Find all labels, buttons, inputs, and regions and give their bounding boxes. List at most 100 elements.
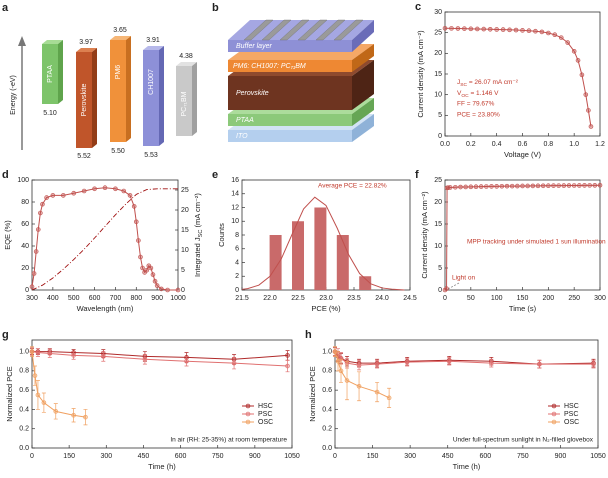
x-tick-label: 300	[26, 295, 38, 302]
bar	[314, 207, 327, 290]
error-bar	[447, 357, 452, 366]
bar-side	[58, 40, 63, 104]
data-point	[556, 183, 561, 188]
layer-name: PTAA	[236, 117, 254, 124]
data-point	[546, 30, 551, 36]
x-axis-title: PCE (%)	[311, 304, 341, 313]
data-point	[44, 195, 49, 200]
data-point	[83, 414, 88, 420]
layer-name: ITO	[236, 133, 248, 140]
arrow-head	[18, 36, 26, 46]
error-bar	[71, 351, 76, 360]
energy-bar	[176, 66, 192, 136]
x-tick-label: 800	[130, 295, 142, 302]
error-bar	[375, 359, 380, 369]
panel-letter: h	[305, 329, 312, 341]
error-bar	[41, 392, 46, 413]
x-tick-label: 300	[404, 453, 416, 460]
data-point	[444, 286, 449, 291]
y-tick-label: 60	[21, 221, 29, 228]
data-point	[577, 183, 582, 188]
x-tick-label: 0	[30, 453, 34, 460]
plot-frame	[31, 179, 179, 291]
y2-axis-title-part: (mA cm⁻²)	[193, 193, 202, 230]
data-point	[551, 183, 556, 188]
level-label: 3.97	[79, 39, 93, 46]
layer-name: Perovskite	[81, 84, 88, 117]
legend-label: PSC	[258, 411, 272, 418]
error-bar	[591, 359, 596, 369]
data-point	[374, 389, 380, 395]
data-point	[33, 249, 39, 254]
data-point	[38, 210, 43, 216]
energy-bar	[110, 40, 126, 142]
data-point	[586, 108, 591, 113]
x-axis-title: Time (h)	[148, 462, 176, 471]
annotation: FF = 79.67%	[457, 101, 495, 108]
data-point	[535, 183, 541, 189]
level-label: 5.10	[43, 110, 57, 117]
data-point	[338, 368, 344, 374]
y-tick-label: 4	[235, 259, 239, 266]
y-tick-label: 0.6	[322, 387, 332, 394]
energy-diagram: a Energy (-eV) PTAA 5.10 Perovskite 3.97…	[2, 2, 197, 160]
data-point	[35, 350, 41, 355]
data-point	[60, 193, 66, 198]
x-tick-label: 0	[443, 295, 447, 302]
error-bar	[83, 409, 88, 426]
data-point	[356, 383, 362, 389]
bar	[336, 235, 349, 290]
error-bar	[53, 403, 58, 420]
data-point	[458, 184, 463, 190]
annotation-part: V	[457, 90, 462, 97]
error-bar	[345, 360, 350, 401]
x-tick-label: 500	[68, 295, 80, 302]
error-bar	[375, 382, 380, 403]
y2-axis-title: Integrated JSC (mA cm⁻²)	[193, 193, 205, 277]
data-point	[81, 188, 87, 194]
x-tick-label: 300	[594, 295, 606, 302]
annotation-part: J	[457, 79, 460, 86]
x-tick-label: 0.6	[518, 141, 528, 148]
x-tick-label: 150	[367, 453, 379, 460]
data-point	[127, 193, 133, 198]
data-point	[35, 392, 41, 398]
data-point	[533, 28, 538, 34]
x-tick-label: 24.5	[403, 295, 417, 302]
y-axis-title: Current density (mA cm⁻²)	[420, 191, 429, 279]
data-point	[449, 26, 454, 31]
data-point	[386, 395, 392, 401]
data-point	[489, 184, 494, 189]
bar-top	[143, 46, 164, 50]
data-point	[453, 184, 458, 190]
device-stack: b ITO PTAA Perovskite PM6: CH1007: PC₇₁B…	[212, 2, 374, 142]
data-point	[184, 358, 189, 364]
data-point	[540, 183, 546, 189]
slab	[228, 130, 352, 142]
data-point	[520, 183, 525, 189]
y-axis-title: Normalized PCE	[5, 366, 14, 421]
y2-axis-title-part: SC	[198, 230, 204, 238]
slab-side	[352, 44, 374, 72]
x-tick-label: 1050	[284, 453, 300, 460]
level-label: 3.65	[113, 27, 127, 34]
x-tick-label: 600	[175, 453, 187, 460]
data-point	[537, 361, 542, 367]
data-point	[515, 183, 520, 189]
bar-top	[176, 62, 197, 66]
bar-top	[42, 40, 63, 44]
x-tick-label: 200	[542, 295, 554, 302]
data-point	[356, 362, 362, 368]
slab	[228, 40, 352, 52]
y-tick-label: 0.8	[322, 368, 332, 375]
y-tick-label: 5	[438, 112, 442, 119]
energy-bar	[76, 52, 92, 148]
data-point	[131, 204, 137, 209]
x-tick-label: 22.0	[263, 295, 277, 302]
panel-letter: a	[2, 2, 9, 14]
annotation: VOC = 1.146 V	[457, 90, 499, 99]
annotation-arrow	[447, 282, 460, 290]
x-tick-label: 0.8	[543, 141, 553, 148]
data-point	[140, 265, 145, 271]
